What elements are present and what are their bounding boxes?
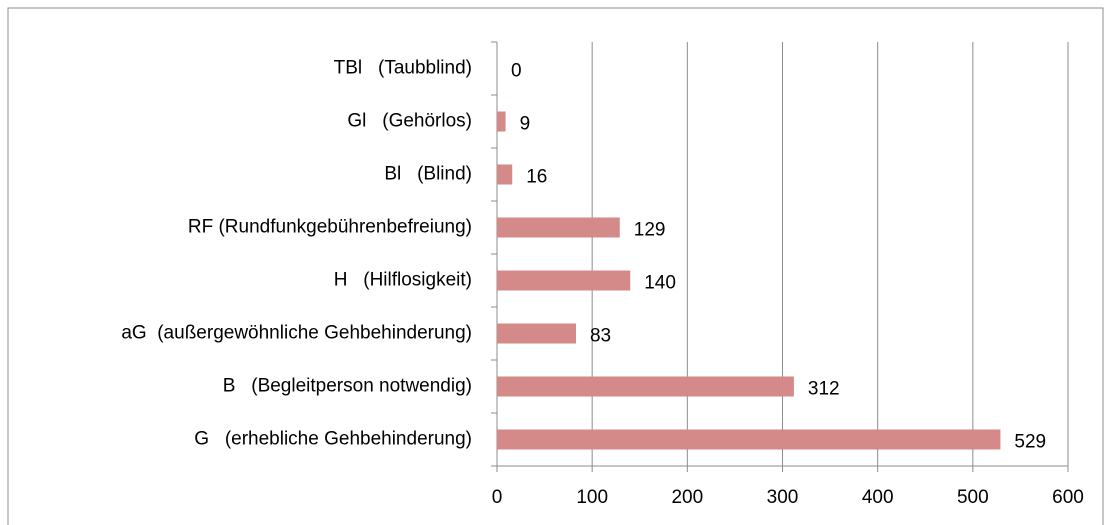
x-tick-label: 100 xyxy=(576,487,608,508)
y-tick-label: B (Begleitperson notwendig) xyxy=(223,376,472,397)
bar xyxy=(497,429,1001,450)
value-label: 16 xyxy=(526,167,547,188)
y-tick-label: Gl (Gehörlos) xyxy=(347,111,472,132)
value-label: 529 xyxy=(1014,432,1046,453)
value-label: 9 xyxy=(520,114,531,135)
bar xyxy=(497,217,620,238)
y-tick-label: TBl (Taubblind) xyxy=(334,58,472,79)
bar xyxy=(497,164,513,185)
bar xyxy=(497,111,506,132)
value-label: 0 xyxy=(511,61,522,82)
y-tick-label: H (Hilflosigkeit) xyxy=(334,270,472,291)
value-label: 140 xyxy=(644,273,676,294)
value-label: 83 xyxy=(590,326,611,347)
bar xyxy=(497,323,576,344)
x-tick-label: 600 xyxy=(1052,487,1084,508)
x-tick-label: 200 xyxy=(671,487,703,508)
y-tick-label: aG (außergewöhnliche Gehbehinderung) xyxy=(121,323,472,344)
value-label: 129 xyxy=(634,220,666,241)
x-tick-label: 400 xyxy=(862,487,894,508)
x-tick-label: 300 xyxy=(767,487,799,508)
x-tick-label: 500 xyxy=(957,487,989,508)
y-tick-label: Bl (Blind) xyxy=(384,164,472,185)
y-tick-label: RF (Rundfunkgebührenbefreiung) xyxy=(188,217,472,238)
x-tick-label: 0 xyxy=(492,487,503,508)
value-label: 312 xyxy=(808,379,840,400)
bar xyxy=(497,376,794,397)
y-tick-label: G (erhebliche Gehbehinderung) xyxy=(194,429,472,450)
bar xyxy=(497,270,631,291)
